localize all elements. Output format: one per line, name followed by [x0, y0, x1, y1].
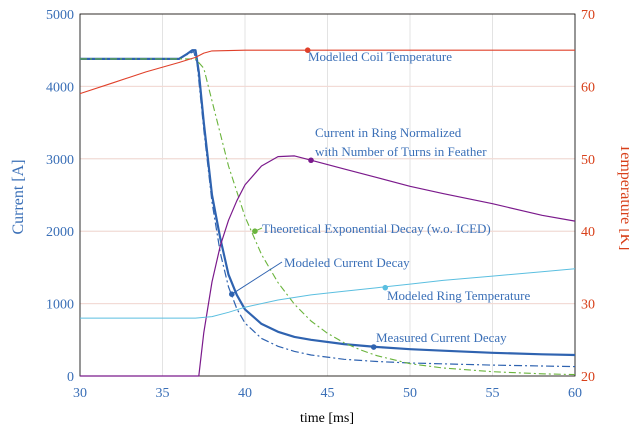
leader-exponential: [254, 227, 263, 232]
annotation-layer: [231, 227, 283, 295]
series-measured: [80, 49, 576, 357]
right-y-tick-20: 20: [581, 370, 595, 385]
x-tick-55: 55: [486, 386, 500, 401]
series-ring-current: [80, 155, 576, 377]
annotation-modeled-current: Modeled Current Decay: [284, 255, 410, 270]
annotation-ring-temperature: Modeled Ring Temperature: [387, 288, 530, 303]
x-tick-60: 60: [568, 386, 582, 401]
marker-ring-temp: [382, 284, 389, 291]
left-y-axis-label: Current [A]: [10, 159, 27, 234]
series-modeled-current: [80, 51, 576, 368]
left-y-tick-0: 0: [67, 370, 74, 385]
right-y-tick-60: 60: [581, 80, 595, 95]
x-tick-45: 45: [321, 386, 335, 401]
marker-coil-temp: [304, 47, 311, 53]
x-tick-50: 50: [403, 386, 417, 401]
annotation-coil-temperature: Modelled Coil Temperature: [308, 49, 452, 64]
x-tick-labels: 30 35 40 45 50 55 60: [73, 386, 582, 401]
annotation-exponential-decay: Theoretical Exponential Decay (w.o. ICED…: [262, 221, 491, 236]
right-y-tick-70: 70: [581, 8, 595, 23]
annotation-ring-current-line2: with Number of Turns in Feather: [315, 144, 487, 159]
right-y-tick-30: 30: [581, 298, 595, 313]
x-axis-label: time [ms]: [300, 411, 354, 426]
x-tick-40: 40: [238, 386, 252, 401]
annotation-ring-current-line1: Current in Ring Normalized: [315, 125, 462, 140]
left-y-tick-2000: 2000: [46, 225, 74, 240]
right-y-axis-label: Temperature [K]: [617, 144, 629, 251]
x-tick-30: 30: [73, 386, 87, 401]
left-y-tick-3000: 3000: [46, 153, 74, 168]
right-y-tick-50: 50: [581, 153, 595, 168]
leader-modeled-current: [231, 261, 283, 295]
left-y-tick-1000: 1000: [46, 298, 74, 313]
left-y-tick-4000: 4000: [46, 80, 74, 95]
annotation-measured-current: Measured Current Decay: [376, 330, 507, 345]
left-y-tick-labels: 0 1000 2000 3000 4000 5000: [46, 8, 74, 385]
plot-frame: [79, 13, 576, 377]
x-tick-35: 35: [156, 386, 170, 401]
series-exponential: [80, 58, 576, 376]
series-coil-temp: [79, 49, 575, 95]
right-y-tick-labels: 20 30 40 50 60 70: [581, 8, 595, 385]
series-layer: [79, 49, 576, 377]
left-y-tick-5000: 5000: [46, 8, 74, 23]
marker-measured: [370, 344, 377, 350]
series-ring-temp: [80, 268, 576, 319]
marker-ring-current: [308, 157, 314, 164]
right-y-tick-40: 40: [581, 225, 595, 240]
